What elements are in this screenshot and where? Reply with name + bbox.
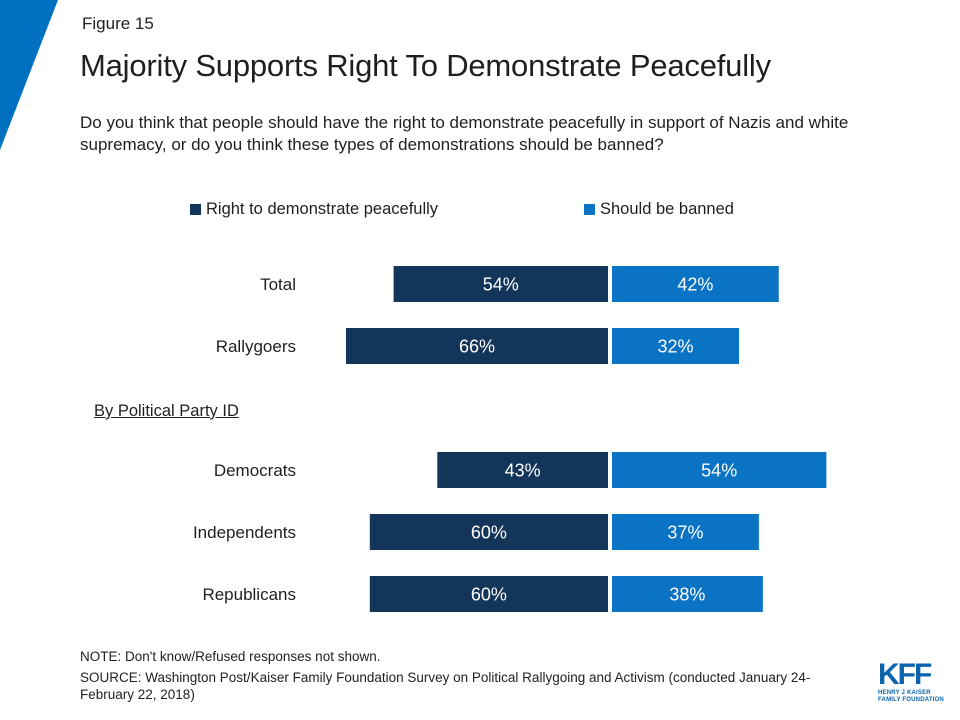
logo-line-2: FAMILY FOUNDATION: [878, 697, 944, 703]
bar-right-to-demonstrate-total: [393, 266, 608, 302]
data-label-should-be-banned-democrats: 54%: [701, 461, 737, 481]
data-label-right-to-demonstrate-republicans: 60%: [471, 585, 507, 605]
category-label-republicans: Republicans: [202, 585, 296, 604]
kff-logo: KFF HENRY J KAISER FAMILY FOUNDATION: [878, 660, 948, 704]
data-label-right-to-demonstrate-democrats: 43%: [505, 461, 541, 481]
category-label-rallygoers: Rallygoers: [216, 337, 296, 356]
logo-letters: KFF: [878, 658, 932, 691]
bar-should-be-banned-rallygoers: [612, 328, 740, 364]
legend-swatch-should-be-banned: [584, 203, 595, 215]
chart-subtitle: Do you think that people should have the…: [80, 113, 849, 154]
chart-source: SOURCE: Washington Post/Kaiser Family Fo…: [80, 670, 811, 702]
bar-should-be-banned-independents: [612, 514, 759, 550]
chart-note: NOTE: Don't know/Refused responses not s…: [80, 649, 381, 664]
corner-accent-shape: [0, 0, 58, 150]
bar-right-to-demonstrate-rallygoers: [345, 328, 608, 364]
data-label-right-to-demonstrate-rallygoers: 66%: [459, 337, 495, 357]
data-label-right-to-demonstrate-independents: 60%: [471, 523, 507, 543]
bar-right-to-demonstrate-republicans: [369, 576, 608, 612]
category-label-independents: Independents: [193, 523, 296, 542]
legend-label-should-be-banned: Should be banned: [600, 199, 734, 218]
legend-swatch-right-to-demonstrate: [190, 203, 201, 215]
data-label-should-be-banned-independents: 37%: [667, 523, 703, 543]
bar-right-to-demonstrate-democrats: [437, 452, 608, 488]
category-label-democrats: Democrats: [214, 461, 296, 480]
chart-title: Majority Supports Right To Demonstrate P…: [80, 48, 771, 83]
bar-should-be-banned-total: [612, 266, 779, 302]
bar-should-be-banned-democrats: [612, 452, 827, 488]
data-label-right-to-demonstrate-total: 54%: [483, 275, 519, 295]
group-label-political-party: By Political Party ID: [94, 402, 239, 420]
logo-line-1: HENRY J KAISER: [878, 690, 931, 696]
legend-item-right-to-demonstrate: Right to demonstrate peacefully: [190, 199, 438, 219]
data-label-should-be-banned-total: 42%: [677, 275, 713, 295]
figure-label: Figure 15: [82, 14, 154, 33]
legend-item-should-be-banned: Should be banned: [584, 199, 734, 219]
data-label-should-be-banned-republicans: 38%: [669, 585, 705, 605]
data-label-should-be-banned-rallygoers: 32%: [658, 337, 694, 357]
legend-label-right-to-demonstrate: Right to demonstrate peacefully: [206, 199, 439, 218]
bar-should-be-banned-republicans: [612, 576, 763, 612]
category-label-total: Total: [260, 275, 296, 294]
bar-right-to-demonstrate-independents: [369, 514, 608, 550]
